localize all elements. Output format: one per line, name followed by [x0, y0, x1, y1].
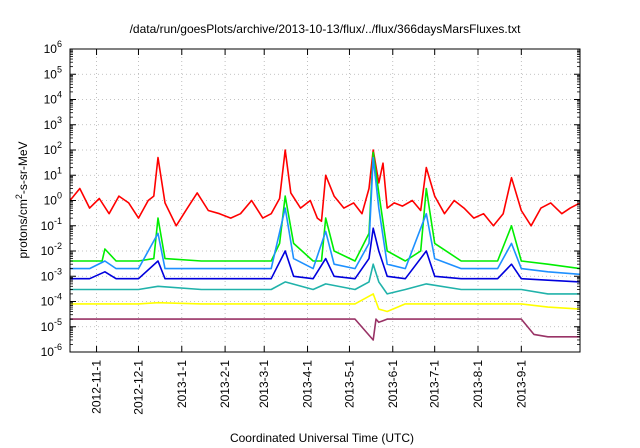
series-line-4 [70, 227, 581, 283]
y-tick-label: 105 [44, 64, 62, 81]
series-line-1 [69, 149, 581, 227]
x-axis-label: Coordinated Universal Time (UTC) [230, 431, 414, 445]
x-gridlines [96, 49, 522, 352]
series-line-3 [70, 156, 581, 276]
y-axis-label-rest: -s-sr-MeV [16, 141, 30, 194]
y-tick-label: 100 [44, 191, 62, 208]
y-tick-label: 10-6 [41, 342, 62, 359]
y-axis: 10-6 10-5 10-4 10-3 10-2 10-1 100 101 102 103 104 1… [41, 39, 580, 359]
x-axis: 2012-11-1 2012-12-1 2013-1-1 2013-2-1 2013-3… [90, 49, 528, 415]
chart-title: /data/run/goesPlots/archive/2013-10-13/f… [130, 22, 522, 36]
x-tick-label: 2013-4-1 [301, 360, 315, 408]
y-tick-label: 10-2 [41, 241, 62, 258]
y-tick-label: 101 [44, 165, 62, 182]
x-tick-label: 2013-2-1 [218, 360, 232, 408]
x-tick-label: 2013-3-1 [257, 360, 271, 408]
x-tick-label: 2013-9-1 [514, 360, 528, 408]
y-tick-label: 102 [44, 140, 62, 157]
y-axis-label: protons/cm2-s-sr-MeV [14, 141, 30, 258]
y-tick-label: 103 [44, 115, 62, 132]
series-line-5 [70, 263, 580, 295]
series-line-6 [70, 293, 581, 313]
y-tick-label: 10-4 [41, 292, 62, 309]
x-tick-label: 2013-5-1 [342, 360, 356, 408]
y-axis-label-superscript: 2 [14, 194, 24, 199]
x-tick-label: 2012-11-1 [90, 360, 104, 414]
x-tick-label: 2013-7-1 [428, 360, 442, 408]
x-tick-label: 2013-8-1 [471, 360, 485, 408]
y-axis-label-base: protons/cm [16, 199, 30, 258]
y-tick-label: 10-5 [41, 317, 62, 334]
y-tick-label: 106 [44, 39, 62, 56]
x-tick-label: 2013-6-1 [386, 360, 400, 408]
y-tick-label: 10-3 [41, 266, 62, 283]
y-tick-label: 10-1 [41, 216, 62, 233]
x-tick-label: 2013-1-1 [175, 360, 189, 408]
y-tick-label: 104 [44, 90, 62, 107]
series-line-7 [70, 318, 580, 341]
x-tick-label: 2012-12-1 [131, 360, 145, 415]
series-layer [69, 149, 581, 341]
